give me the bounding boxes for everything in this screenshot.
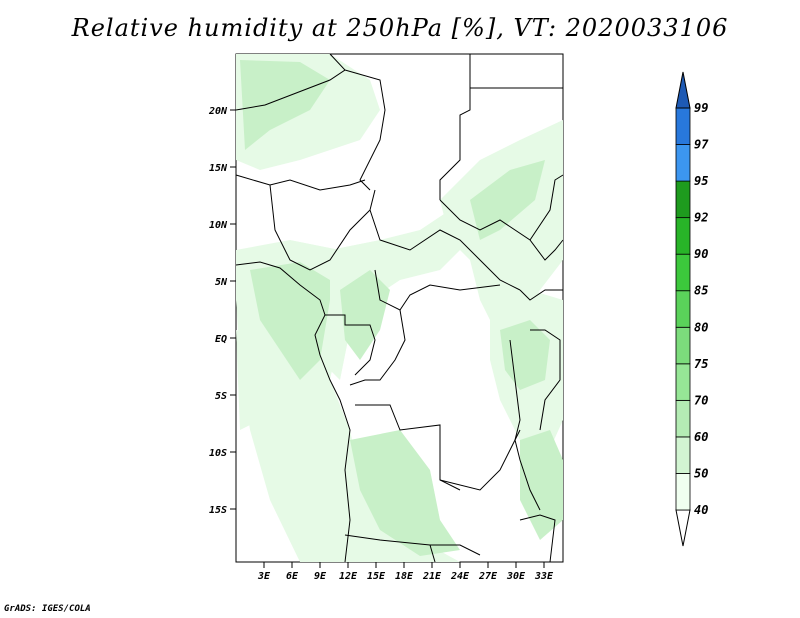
humidity-region-southeast	[520, 430, 563, 540]
colorbar-segment	[675, 363, 691, 401]
lat-label: 10N	[209, 220, 228, 231]
border-east-inner	[530, 329, 561, 431]
lat-label: 20N	[208, 106, 228, 117]
colorbar-segment	[675, 436, 691, 474]
colorbar-label: 99	[694, 101, 708, 115]
border-mozambique	[519, 514, 556, 563]
colorbar-label: 70	[694, 393, 708, 407]
colorbar-label: 50	[694, 466, 708, 480]
lat-label: 10S	[209, 448, 227, 459]
colorbar-label: 80	[694, 320, 708, 334]
chart-title: Relative humidity at 250hPa [%], VT: 202…	[71, 14, 729, 42]
colorbar-segment	[675, 144, 691, 182]
humidity-region-congo-basin	[250, 262, 340, 380]
lon-label: 33E	[534, 571, 554, 582]
colorbar-label: 90	[694, 247, 708, 261]
colorbar-label: 85	[694, 284, 708, 298]
border-gabon-congo	[325, 314, 376, 376]
lon-label: 30E	[506, 571, 526, 582]
colorbar-upper-arrow	[675, 71, 691, 109]
grads-credit: GrADS: IGES/COLA	[4, 604, 91, 614]
lon-label: 9E	[314, 571, 327, 582]
lon-label: 12E	[339, 571, 358, 582]
humidity-region-gulf	[236, 330, 270, 430]
humidity-region-central-core	[340, 270, 390, 360]
colorbar-segment	[675, 180, 691, 219]
lat-label: 15S	[209, 505, 227, 516]
lon-label: 18E	[395, 571, 414, 582]
humidity-region-lakes-core	[500, 320, 550, 390]
border-zambia	[439, 429, 521, 491]
humidity-region-east-core	[470, 160, 545, 240]
border-niger-nigeria	[235, 174, 366, 191]
colorbar-label: 40	[694, 503, 708, 517]
latitude-axis: 20N 15N 10N 5N EQ 5S 10S 15S	[208, 106, 236, 516]
border-drc-west	[349, 309, 406, 386]
country-borders	[235, 53, 564, 563]
border-nigeria-cameroon	[269, 184, 376, 271]
colorbar-segment	[675, 473, 691, 511]
colorbar-segment	[675, 253, 691, 292]
border-coast	[235, 261, 351, 563]
border-sahara-west	[235, 53, 346, 111]
border-horn	[529, 174, 564, 241]
border-chad-car	[369, 209, 521, 291]
border-namibia	[429, 544, 436, 563]
colorbar-lower-arrow	[675, 509, 691, 547]
colorbar-legend: 40 50 60 70 75 80 85 90 92 95 97 99	[675, 71, 709, 547]
longitude-axis: 3E 6E 9E 12E 15E 18E 21E 24E 27E 30E 33E	[257, 562, 554, 582]
lon-label: 6E	[286, 571, 299, 582]
lon-label: 24E	[450, 571, 470, 582]
lat-label: 15N	[209, 163, 228, 174]
colorbar-label: 97	[694, 138, 709, 152]
humidity-region-north-core	[240, 60, 330, 150]
colorbar-label: 60	[694, 430, 708, 444]
colorbar-segment	[675, 290, 691, 328]
colorbar-label: 95	[694, 174, 708, 188]
colorbar-segment	[675, 107, 691, 145]
humidity-shading	[236, 54, 563, 562]
colorbar-segment	[675, 399, 691, 438]
humidity-region-angola	[350, 430, 460, 556]
colorbar-label: 92	[694, 211, 708, 225]
lon-label: 3E	[257, 571, 271, 582]
humidity-region-central	[320, 210, 470, 380]
border-car-south	[374, 269, 501, 311]
lon-label: 27E	[478, 571, 498, 582]
lon-label: 15E	[367, 571, 386, 582]
border-east-africa	[519, 289, 563, 301]
border-chad-north	[344, 69, 386, 191]
colorbar-segment	[675, 217, 691, 255]
lat-label: 5S	[215, 391, 227, 402]
border-lakes	[509, 339, 541, 511]
colorbar-label: 75	[694, 357, 708, 371]
lat-label: 5N	[215, 277, 228, 288]
border-sudan-south	[439, 199, 564, 261]
lat-label: EQ	[215, 334, 227, 345]
colorbar-segment	[675, 326, 691, 365]
lon-label: 21E	[422, 571, 442, 582]
border-angola-north	[355, 404, 461, 491]
border-libya-egypt	[439, 54, 471, 200]
